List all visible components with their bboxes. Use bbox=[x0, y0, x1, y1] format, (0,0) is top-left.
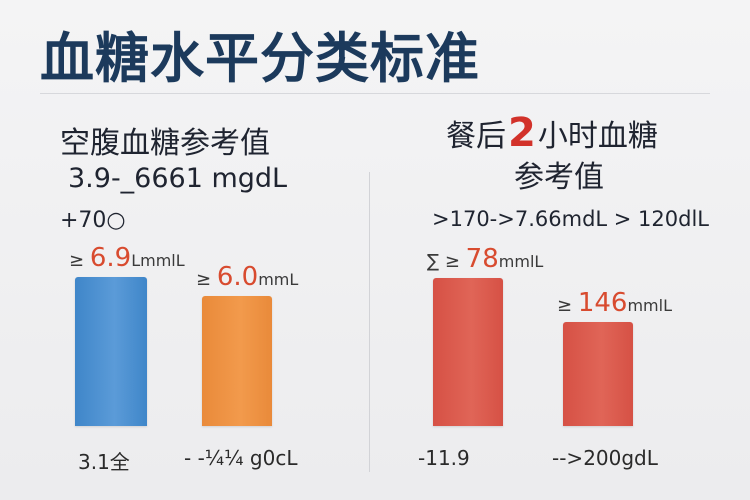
postprandial-bar-2-value: 146 bbox=[577, 288, 628, 318]
postprandial-bar-1-prefix: ∑ ≥ bbox=[427, 251, 460, 272]
postprandial-bar-2-unit: mmlL bbox=[627, 296, 672, 315]
page-title: 血糖水平分类标准 bbox=[40, 27, 480, 90]
fasting-bar-2-value: 6.0 bbox=[216, 262, 259, 293]
fasting-bar-1-unit: LmmlL bbox=[131, 250, 185, 270]
panel-divider bbox=[369, 172, 370, 472]
fasting-bar-1-value: 6.9 bbox=[89, 242, 132, 273]
postprandial-bar-1-value-label: ∑ ≥ 78mmlL bbox=[427, 244, 543, 274]
postprandial-bar-1-value: 78 bbox=[465, 244, 499, 274]
postprandial-title-number: 2 bbox=[508, 110, 536, 156]
fasting-note: +70○ bbox=[60, 208, 126, 233]
fasting-bar-1-prefix: ≥ bbox=[69, 249, 85, 271]
postprandial-bar-2-value-label: ≥ 146mmlL bbox=[557, 288, 672, 318]
postprandial-bar-2-prefix: ≥ bbox=[557, 295, 573, 316]
postprandial-title-prefix: 餐后 bbox=[446, 119, 506, 154]
postprandial-panel-title-line2: 参考值 bbox=[514, 160, 604, 195]
fasting-category-label-2: - -¼¼ g0cL bbox=[184, 446, 298, 470]
postprandial-category-label-1: -11.9 bbox=[418, 446, 470, 470]
postprandial-title-suffix: 小时血糖 bbox=[537, 119, 658, 154]
fasting-category-label-1: 3.1全 bbox=[78, 450, 130, 474]
postprandial-bar-1 bbox=[433, 278, 503, 426]
fasting-bar-2-prefix: ≥ bbox=[196, 269, 212, 291]
fasting-range-text: 3.9-_6661 mgdL bbox=[68, 163, 288, 194]
postprandial-category-label-2: -->200gdL bbox=[552, 446, 658, 470]
fasting-bar-2-unit: mmL bbox=[258, 270, 299, 290]
fasting-bar-2-value-label: ≥ 6.0mmL bbox=[196, 262, 298, 292]
fasting-bar-1-value-label: ≥ 6.9LmmlL bbox=[69, 243, 185, 273]
postprandial-range-text: >170->7.66mdL > 120dlL bbox=[432, 207, 709, 231]
fasting-bar-2 bbox=[202, 296, 272, 426]
postprandial-panel-title: 餐后2小时血糖 bbox=[446, 110, 658, 156]
title-divider bbox=[40, 93, 710, 94]
fasting-panel-title: 空腹血糖参考值 bbox=[60, 126, 270, 161]
postprandial-bar-2 bbox=[563, 322, 633, 426]
postprandial-bar-1-unit: mmlL bbox=[498, 252, 544, 271]
fasting-bar-1 bbox=[75, 276, 147, 426]
